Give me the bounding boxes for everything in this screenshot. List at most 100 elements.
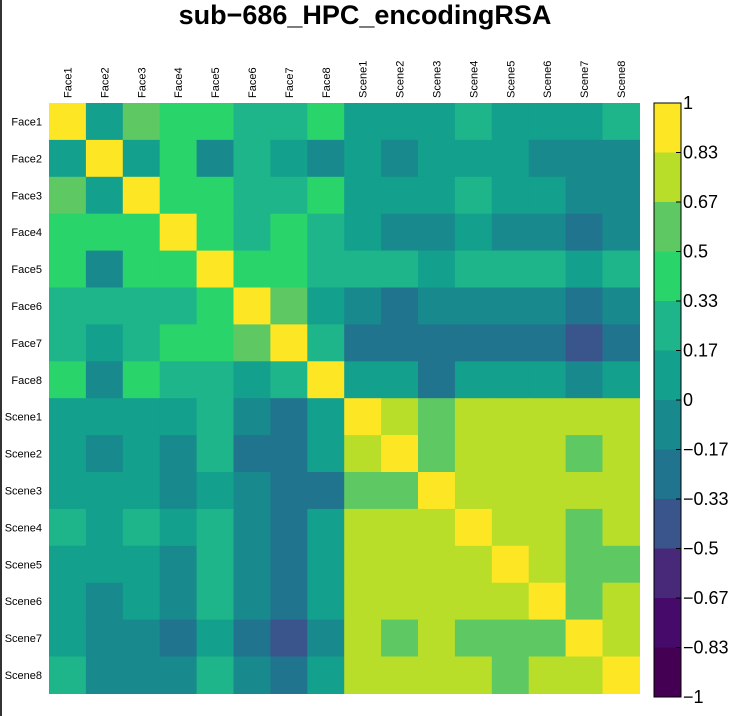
heatmap-cell-Face2-Face1 (49, 139, 87, 178)
legend-swatch-2 (654, 202, 681, 252)
heatmap-cell-Face4-Scene5 (491, 213, 530, 252)
heatmap-cell-Face2-Scene5 (491, 139, 530, 178)
column-label-Scene2: Scene2 (395, 61, 407, 98)
heatmap-cell-Face5-Scene8 (602, 250, 640, 289)
heatmap-cell-Scene1-Scene3 (418, 398, 456, 436)
heatmap-cell-Face4-Face8 (307, 213, 345, 252)
heatmap-cell-Face2-Scene1 (344, 139, 382, 178)
heatmap-cell-Scene5-Face2 (85, 545, 124, 584)
heatmap-cell-Face1-Scene2 (381, 103, 419, 141)
heatmap-cell-Scene6-Face4 (159, 582, 198, 621)
color-legend: 1 0.83 0.67 0.5 0.33 0.17 0 −0.17 −0.33 −0.5 −0.67… (653, 93, 729, 707)
heatmap-cell-Scene7-Scene8 (602, 619, 640, 658)
row-label-Scene7: Scene7 (5, 633, 42, 645)
heatmap-cell-Scene2-Scene6 (528, 435, 567, 473)
column-label-Face2: Face2 (99, 67, 111, 98)
heatmap-cell-Scene4-Scene8 (602, 508, 640, 547)
heatmap-cell-Scene1-Scene6 (528, 398, 567, 436)
row-label-Scene3: Scene3 (5, 485, 42, 497)
heatmap-cell-Scene5-Scene8 (602, 545, 640, 584)
legend-swatch-10 (654, 598, 681, 648)
heatmap-cell-Scene4-Face5 (196, 508, 235, 547)
heatmap-cell-Face1-Face6 (233, 103, 271, 141)
heatmap-cell-Scene7-Scene6 (528, 619, 567, 658)
heatmap-cell-Scene5-Face5 (196, 545, 235, 584)
heatmap-cell-Face7-Scene7 (565, 324, 604, 362)
heatmap-cell-Scene3-Scene7 (565, 472, 604, 510)
heatmap-cell-Scene5-Scene4 (454, 545, 493, 584)
heatmap-cell-Scene5-Face8 (307, 545, 345, 584)
heatmap-cell-Scene8-Scene8 (602, 656, 640, 694)
heatmap-cell-Scene1-Face5 (196, 398, 235, 436)
legend-tick-label-7: −0.17 (683, 440, 729, 460)
heatmap-cell-Scene4-Face3 (122, 508, 161, 547)
heatmap-cell-Face2-Face8 (307, 139, 345, 178)
chart-title: sub−686_HPC_encodingRSA (179, 0, 552, 30)
heatmap-cell-Face7-Face6 (233, 324, 271, 362)
heatmap-cell-Face4-Scene3 (418, 213, 456, 252)
heatmap-cell-Face1-Face4 (159, 103, 198, 141)
heatmap-cell-Scene7-Face2 (85, 619, 124, 658)
row-label-Scene5: Scene5 (5, 559, 42, 571)
legend-tick-label-1: 0.83 (683, 143, 718, 163)
column-label-Face5: Face5 (210, 67, 222, 98)
heatmap-cell-Face3-Scene5 (491, 176, 530, 215)
heatmap-cell-Scene3-Scene1 (344, 472, 382, 510)
column-label-Face8: Face8 (321, 67, 333, 98)
heatmap-cell-Face5-Face3 (122, 250, 161, 289)
heatmap-cell-Scene8-Face7 (270, 656, 308, 694)
heatmap-cell-Face4-Scene6 (528, 213, 567, 252)
column-label-Scene4: Scene4 (468, 61, 480, 98)
heatmap-cell-Face1-Face2 (85, 103, 124, 141)
heatmap-cell-Face2-Face6 (233, 139, 271, 178)
heatmap-cell-Face6-Face1 (49, 287, 87, 325)
heatmap-cell-Scene5-Face6 (233, 545, 271, 584)
heatmap-cell-Face5-Scene1 (344, 250, 382, 289)
heatmap-cell-Face6-Face5 (196, 287, 235, 325)
heatmap-cell-Face7-Face7 (270, 324, 308, 362)
heatmap-cell-Scene3-Scene2 (381, 472, 419, 510)
row-label-Face5: Face5 (11, 264, 42, 276)
legend-tick-label-3: 0.5 (683, 242, 708, 262)
heatmap-cell-Scene2-Scene7 (565, 435, 604, 473)
heatmap-cell-Scene4-Face6 (233, 508, 271, 547)
heatmap-cell-Scene8-Scene6 (528, 656, 567, 694)
heatmap-cell-Scene2-Scene2 (381, 435, 419, 473)
heatmap-cell-Face2-Scene8 (602, 139, 640, 178)
heatmap-cell-Face2-Scene7 (565, 139, 604, 178)
legend-tick-label-8: −0.33 (683, 489, 729, 509)
heatmap-cell-Scene4-Scene7 (565, 508, 604, 547)
heatmap-cell-Scene4-Scene6 (528, 508, 567, 547)
heatmap-cell-Face1-Scene3 (418, 103, 456, 141)
legend-swatch-7 (654, 449, 681, 500)
heatmap-cell-Face6-Scene3 (418, 287, 456, 325)
heatmap-cell-Face8-Scene1 (344, 361, 382, 399)
heatmap-cell-Scene2-Face6 (233, 435, 271, 473)
heatmap-cell-Face6-Face6 (233, 287, 271, 325)
heatmap-cell-Face2-Face4 (159, 139, 198, 178)
heatmap-cell-Face1-Scene5 (491, 103, 530, 141)
heatmap-cell-Face1-Face7 (270, 103, 308, 141)
legend-tick-label-6: 0 (683, 390, 693, 410)
heatmap-cell-Face3-Scene7 (565, 176, 604, 215)
column-label-Scene1: Scene1 (358, 61, 370, 98)
heatmap-cell-Scene8-Scene7 (565, 656, 604, 694)
heatmap-cell-Face2-Face2 (85, 139, 124, 178)
heatmap-cell-Scene3-Scene6 (528, 472, 567, 510)
heatmap-cell-Face5-Scene7 (565, 250, 604, 289)
heatmap-cell-Scene6-Face5 (196, 582, 235, 621)
heatmap-cell-Scene6-Scene6 (528, 582, 567, 621)
heatmap-cell-Face3-Face2 (85, 176, 124, 215)
heatmap-cell-Scene8-Scene2 (381, 656, 419, 694)
heatmap-cell-Face7-Face2 (85, 324, 124, 362)
heatmap-cell-Scene7-Face6 (233, 619, 271, 658)
heatmap-cell-Face8-Face1 (49, 361, 87, 399)
column-labels: Face1 Face2 Face3 Face4 Face5 Face6 Face7 Face8… (62, 61, 628, 98)
heatmap-cell-Face2-Scene6 (528, 139, 567, 178)
heatmap-cell-Face8-Face5 (196, 361, 235, 399)
heatmap-cell-Face3-Scene8 (602, 176, 640, 215)
row-label-Scene1: Scene1 (5, 412, 42, 424)
heatmap-cell-Scene2-Face5 (196, 435, 235, 473)
heatmap-cell-Face1-Scene1 (344, 103, 382, 141)
